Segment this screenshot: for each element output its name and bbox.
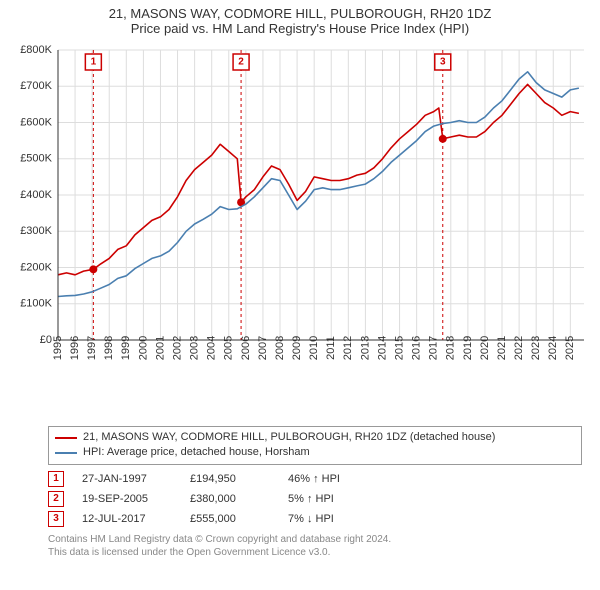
svg-text:2008: 2008 [274, 336, 286, 360]
svg-text:£800K: £800K [20, 44, 52, 56]
event-date: 12-JUL-2017 [82, 513, 172, 525]
transaction-row: 1 27-JAN-1997 £194,950 46% ↑ HPI [48, 469, 582, 489]
legend-swatch-hpi [55, 452, 77, 454]
svg-text:2013: 2013 [359, 336, 371, 360]
svg-text:2: 2 [238, 57, 244, 68]
event-pct: 46% ↑ HPI [288, 473, 378, 485]
svg-text:2009: 2009 [291, 336, 303, 360]
event-badge-icon: 1 [48, 471, 64, 487]
svg-text:2018: 2018 [445, 336, 457, 360]
chart-title: 21, MASONS WAY, CODMORE HILL, PULBOROUGH… [8, 6, 592, 36]
svg-text:2004: 2004 [206, 336, 218, 360]
legend: 21, MASONS WAY, CODMORE HILL, PULBOROUGH… [48, 426, 582, 465]
svg-text:2012: 2012 [342, 336, 354, 360]
svg-text:2015: 2015 [393, 336, 405, 360]
legend-label-hpi: HPI: Average price, detached house, Hors… [83, 445, 310, 460]
footnote: Contains HM Land Registry data © Crown c… [48, 533, 582, 559]
svg-text:2016: 2016 [411, 336, 423, 360]
svg-text:2019: 2019 [462, 336, 474, 360]
price-chart: £0 £100K £200K £300K £400K £500K £600K £700K £80… [8, 40, 592, 420]
event-date: 27-JAN-1997 [82, 473, 172, 485]
title-subtitle: Price paid vs. HM Land Registry's House … [8, 21, 592, 36]
svg-text:£400K: £400K [20, 189, 52, 201]
svg-text:£100K: £100K [20, 298, 52, 310]
transaction-row: 2 19-SEP-2005 £380,000 5% ↑ HPI [48, 489, 582, 509]
svg-text:3: 3 [440, 57, 446, 68]
event-price: £380,000 [190, 493, 270, 505]
title-address: 21, MASONS WAY, CODMORE HILL, PULBOROUGH… [8, 6, 592, 21]
svg-text:2020: 2020 [479, 336, 491, 360]
svg-text:£500K: £500K [20, 153, 52, 165]
event-price: £194,950 [190, 473, 270, 485]
svg-text:£700K: £700K [20, 80, 52, 92]
event-pct: 7% ↓ HPI [288, 513, 378, 525]
svg-text:2005: 2005 [223, 336, 235, 360]
svg-text:1996: 1996 [69, 336, 81, 360]
event-pct: 5% ↑ HPI [288, 493, 378, 505]
svg-text:2021: 2021 [496, 336, 508, 360]
svg-text:2025: 2025 [564, 336, 576, 360]
legend-item-property: 21, MASONS WAY, CODMORE HILL, PULBOROUGH… [55, 430, 575, 445]
svg-text:2002: 2002 [171, 336, 183, 360]
svg-text:2010: 2010 [308, 336, 320, 360]
svg-text:1998: 1998 [103, 336, 115, 360]
svg-text:1997: 1997 [86, 336, 98, 360]
transaction-row: 3 12-JUL-2017 £555,000 7% ↓ HPI [48, 509, 582, 529]
svg-text:2023: 2023 [530, 336, 542, 360]
svg-text:2001: 2001 [154, 336, 166, 360]
transaction-list: 1 27-JAN-1997 £194,950 46% ↑ HPI 2 19-SE… [48, 469, 582, 529]
svg-text:2014: 2014 [376, 336, 388, 360]
svg-text:£200K: £200K [20, 261, 52, 273]
svg-text:2007: 2007 [257, 336, 269, 360]
svg-text:2003: 2003 [189, 336, 201, 360]
footnote-line2: This data is licensed under the Open Gov… [48, 546, 582, 559]
svg-text:£0: £0 [40, 334, 52, 346]
svg-text:2024: 2024 [547, 336, 559, 360]
svg-text:1999: 1999 [120, 336, 132, 360]
event-date: 19-SEP-2005 [82, 493, 172, 505]
legend-swatch-property [55, 437, 77, 439]
svg-text:2022: 2022 [513, 336, 525, 360]
svg-text:1: 1 [91, 57, 97, 68]
svg-text:2017: 2017 [428, 336, 440, 360]
svg-text:2000: 2000 [137, 336, 149, 360]
event-badge-icon: 3 [48, 511, 64, 527]
legend-label-property: 21, MASONS WAY, CODMORE HILL, PULBOROUGH… [83, 430, 495, 445]
svg-text:£300K: £300K [20, 225, 52, 237]
event-price: £555,000 [190, 513, 270, 525]
event-badge-icon: 2 [48, 491, 64, 507]
footnote-line1: Contains HM Land Registry data © Crown c… [48, 533, 582, 546]
svg-text:£600K: £600K [20, 116, 52, 128]
legend-item-hpi: HPI: Average price, detached house, Hors… [55, 445, 575, 460]
